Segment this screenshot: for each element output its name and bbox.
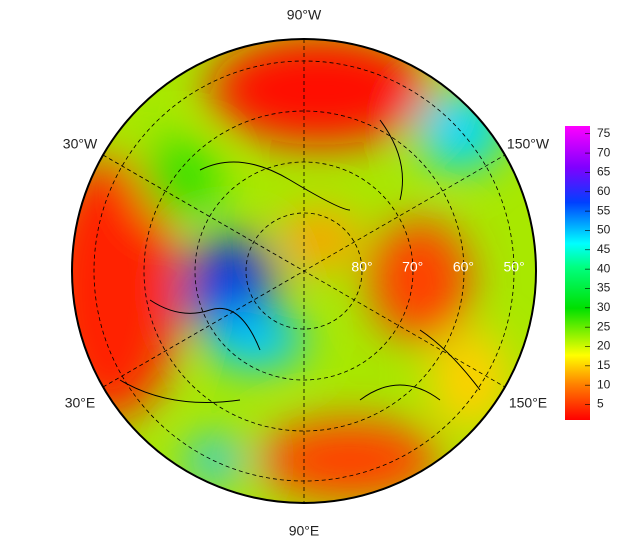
- colorbar-tick-label: 35: [597, 281, 611, 295]
- colorbar-tick-label: 30: [597, 300, 611, 314]
- latitude-label: 50°: [504, 259, 525, 275]
- colorbar-tick-label: 70: [597, 145, 611, 159]
- latitude-labels: 80° 70° 60° 50°: [351, 259, 524, 275]
- colorbar-tick-label: 25: [597, 319, 611, 333]
- map-border: [71, 38, 537, 504]
- latitude-label: 70°: [402, 259, 423, 275]
- colorbar: 5 10 15 20 25 30 35 40 45 50 55 60 65 70 75: [565, 126, 611, 420]
- colorbar-tick-label: 55: [597, 203, 611, 217]
- longitude-label: 30°E: [65, 395, 96, 411]
- longitude-label: 150°E: [509, 395, 547, 411]
- colorbar-tick-label: 15: [597, 358, 611, 372]
- colorbar-tick-label: 10: [597, 377, 611, 391]
- colorbar-tick-label: 20: [597, 339, 611, 353]
- colorbar-tick-label: 40: [597, 261, 611, 275]
- heatmap: [72, 39, 536, 503]
- longitude-labels: 90°W 30°W 150°W 30°E 150°E 90°E: [63, 7, 550, 539]
- longitude-label: 150°W: [507, 136, 550, 152]
- graticule: [93, 39, 515, 503]
- colorbar-tick-label: 75: [597, 126, 611, 140]
- colorbar-tick-label: 65: [597, 165, 611, 179]
- latitude-label: 60°: [453, 259, 474, 275]
- longitude-label: 90°E: [289, 523, 320, 539]
- colorbar-tick-label: 45: [597, 242, 611, 256]
- colorbar-gradient: [565, 126, 590, 420]
- colorbar-tick-label: 5: [597, 397, 604, 411]
- longitude-label: 90°W: [287, 7, 322, 23]
- latitude-label: 80°: [351, 259, 372, 275]
- colorbar-tick-label: 50: [597, 223, 611, 237]
- colorbar-tick-label: 60: [597, 184, 611, 198]
- longitude-label: 30°W: [63, 136, 98, 152]
